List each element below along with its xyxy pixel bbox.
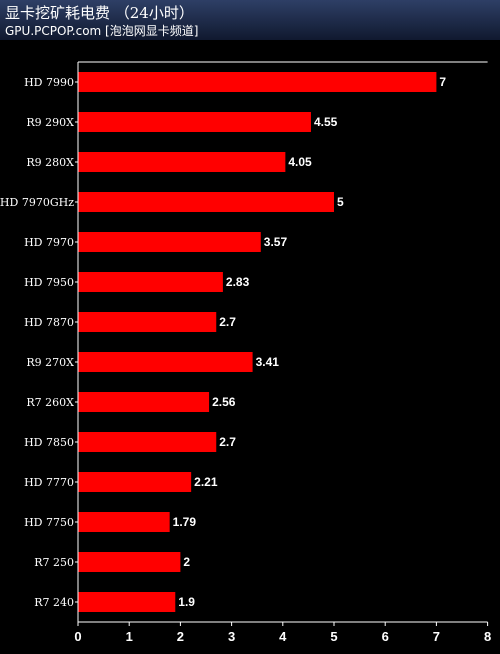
bar-0 (78, 72, 437, 92)
axis-layer: HD 7990 7 R9 290X 4.55 R9 280X 4.05 HD 7970GHz… (0, 61, 491, 644)
bars-layer (78, 72, 437, 612)
x-tick-label-2: 2 (177, 629, 184, 644)
chart-source: GPU.PCPOP.com [泡泡网显卡频道] (5, 24, 199, 38)
value-label-4: 3.57 (264, 235, 288, 249)
value-label-2: 4.05 (288, 155, 312, 169)
value-label-13: 1.9 (178, 595, 195, 609)
category-label-9: HD 7850 (24, 436, 74, 449)
bar-12 (78, 552, 181, 572)
category-label-7: R9 270X (26, 356, 74, 369)
value-label-1: 4.55 (314, 115, 338, 129)
value-label-10: 2.21 (194, 475, 218, 489)
bar-4 (78, 232, 261, 252)
value-label-8: 2.56 (212, 395, 236, 409)
value-label-0: 7 (439, 75, 446, 89)
bar-7 (78, 352, 253, 372)
value-label-6: 2.7 (219, 315, 236, 329)
category-label-0: HD 7990 (24, 76, 74, 89)
category-label-11: HD 7750 (24, 516, 74, 529)
category-label-8: R7 260X (26, 396, 74, 409)
x-tick-label-3: 3 (228, 629, 235, 644)
bar-8 (78, 392, 210, 412)
bar-11 (78, 512, 170, 532)
value-label-11: 1.79 (173, 515, 197, 529)
chart-title: 显卡挖矿耗电费 （24小时） (5, 4, 194, 22)
category-label-3: HD 7970GHz (0, 196, 74, 209)
x-tick-label-1: 1 (126, 629, 133, 644)
x-tick-label-0: 0 (74, 629, 81, 644)
category-label-10: HD 7770 (24, 476, 74, 489)
category-label-2: R9 280X (26, 156, 74, 169)
value-label-3: 5 (337, 195, 344, 209)
value-label-5: 2.83 (226, 275, 250, 289)
value-label-12: 2 (183, 555, 190, 569)
category-label-6: HD 7870 (24, 316, 74, 329)
bar-1 (78, 112, 311, 132)
x-tick-label-5: 5 (330, 629, 337, 644)
header-bar: 显卡挖矿耗电费 （24小时） GPU.PCPOP.com [泡泡网显卡频道] (0, 0, 500, 40)
category-label-12: R7 250 (34, 556, 74, 569)
x-tick-label-6: 6 (382, 629, 389, 644)
x-tick-label-8: 8 (484, 629, 491, 644)
x-tick-label-4: 4 (279, 629, 287, 644)
x-tick-label-7: 7 (433, 629, 440, 644)
value-label-7: 3.41 (256, 355, 280, 369)
bar-chart: HD 7990 7 R9 290X 4.55 R9 280X 4.05 HD 7970GHz… (0, 61, 491, 644)
category-label-4: HD 7970 (24, 236, 74, 249)
category-label-1: R9 290X (26, 116, 74, 129)
bar-10 (78, 472, 192, 492)
bar-13 (78, 592, 176, 612)
category-label-13: R7 240 (34, 596, 74, 609)
bar-3 (78, 192, 334, 212)
bar-6 (78, 312, 217, 332)
bar-2 (78, 152, 286, 172)
bar-5 (78, 272, 223, 292)
category-label-5: HD 7950 (24, 276, 74, 289)
value-label-9: 2.7 (219, 435, 236, 449)
bar-9 (78, 432, 217, 452)
